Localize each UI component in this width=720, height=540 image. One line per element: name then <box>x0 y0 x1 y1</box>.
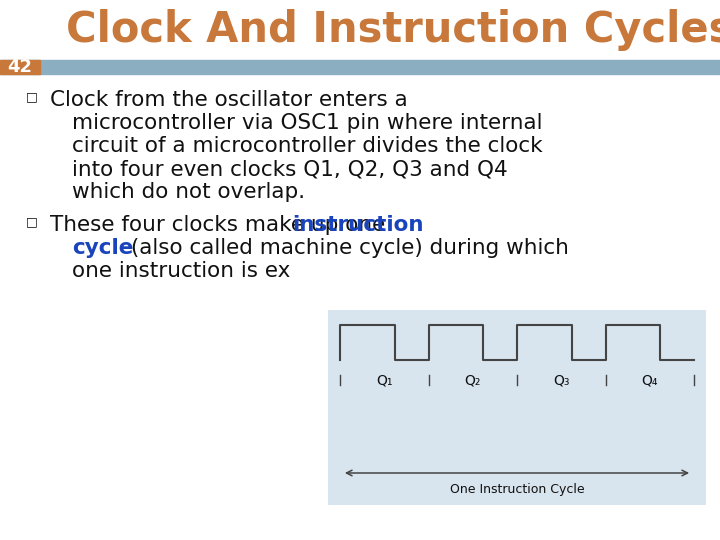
Text: (also called machine cycle) during which: (also called machine cycle) during which <box>124 238 569 258</box>
Text: These four clocks make up one: These four clocks make up one <box>50 215 392 235</box>
Text: Clock And Instruction Cycles: Clock And Instruction Cycles <box>66 9 720 51</box>
Text: Q₂: Q₂ <box>464 373 481 387</box>
Text: into four even clocks Q1, Q2, Q3 and Q4: into four even clocks Q1, Q2, Q3 and Q4 <box>72 159 508 179</box>
Text: microcontroller via OSC1 pin where internal: microcontroller via OSC1 pin where inter… <box>72 113 542 133</box>
Text: Q₄: Q₄ <box>642 373 658 387</box>
Text: One Instruction Cycle: One Instruction Cycle <box>450 483 585 496</box>
Text: cycle: cycle <box>72 238 133 258</box>
Bar <box>328 310 706 505</box>
Text: 42: 42 <box>7 58 32 76</box>
Bar <box>0 60 720 74</box>
Text: Clock from the oscillator enters a: Clock from the oscillator enters a <box>50 90 408 110</box>
Text: one instruction is ex: one instruction is ex <box>72 261 290 281</box>
Bar <box>0 60 40 74</box>
Text: which do not overlap.: which do not overlap. <box>72 182 305 202</box>
Text: Q₃: Q₃ <box>553 373 570 387</box>
Text: □: □ <box>26 215 38 228</box>
Text: □: □ <box>26 90 38 103</box>
Text: instruction: instruction <box>292 215 423 235</box>
Text: Q₁: Q₁ <box>376 373 392 387</box>
Text: circuit of a microcontroller divides the clock: circuit of a microcontroller divides the… <box>72 136 543 156</box>
